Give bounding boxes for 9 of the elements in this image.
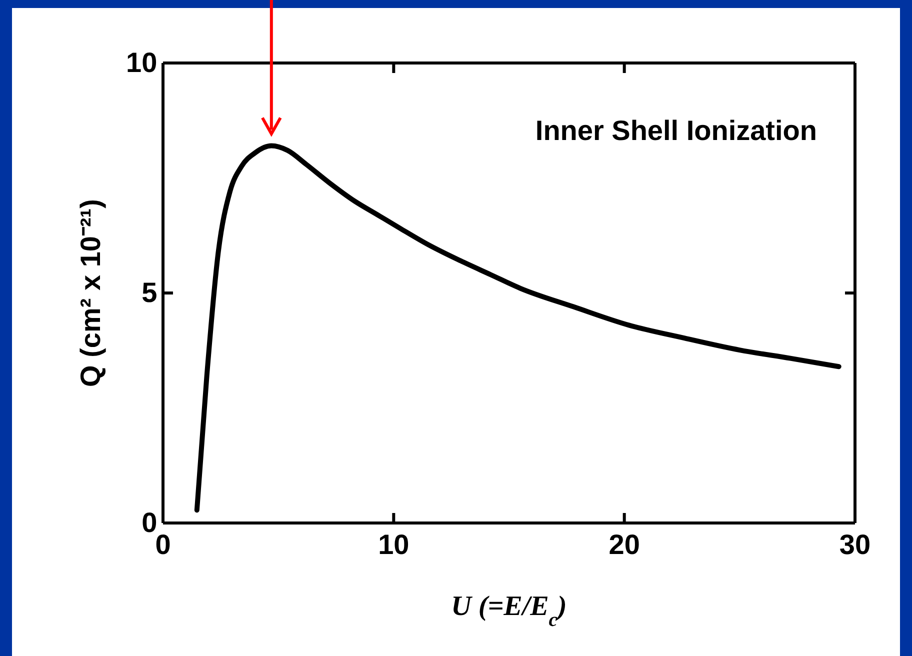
y-tick-label: 5 [142, 276, 158, 308]
y-tick-label: 10 [126, 46, 158, 78]
x-tick-label: 20 [608, 529, 640, 560]
x-tick-label: 10 [378, 529, 410, 560]
x-axis-title: U (=E/E$_{c}$) [451, 591, 567, 630]
y-axis-title: Q (cm² x 10⁻²¹) [75, 199, 106, 387]
y-tick-label: 0 [142, 506, 158, 538]
x-tick-label: 30 [839, 529, 871, 560]
annotation: Inner Shell Ionization [535, 115, 817, 146]
